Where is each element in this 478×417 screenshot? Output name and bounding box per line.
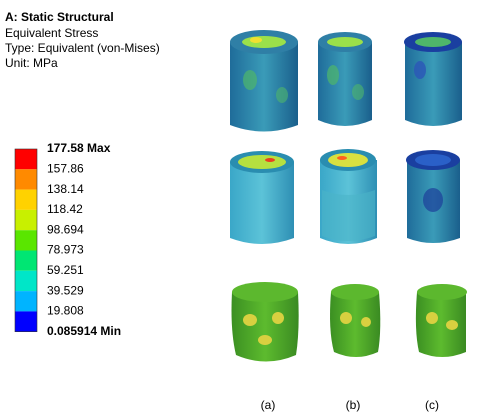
header-title: A: Static Structural [5, 10, 114, 24]
model-a1 [230, 30, 298, 132]
legend-label: 59.251 [47, 263, 84, 277]
model-b1 [318, 32, 372, 126]
screenshot: A: Static Structural Equivalent Stress T… [0, 0, 478, 417]
model-b2 [320, 149, 377, 244]
legend-label: 0.085914 Min [47, 324, 121, 338]
model-a2 [230, 151, 294, 244]
legend-band [15, 230, 37, 250]
legend-label: 118.42 [47, 202, 83, 216]
legend-label: 39.529 [47, 283, 84, 297]
legend-label: 157.86 [47, 161, 84, 175]
column-label: (c) [425, 398, 439, 412]
legend-band [15, 271, 37, 291]
header-line: Type: Equivalent (von-Mises) [5, 41, 160, 55]
legend: 177.58 Max 157.86 138.14 118.42 98.694 78.973… [15, 141, 121, 338]
header-line: Equivalent Stress [5, 26, 98, 40]
legend-band [15, 251, 37, 271]
legend-band [15, 149, 37, 169]
header-line: Unit: MPa [5, 56, 58, 70]
model-c2 [406, 150, 460, 243]
legend-band [15, 169, 37, 189]
model-c3 [416, 284, 467, 357]
model-b3 [330, 284, 380, 357]
legend-band [15, 311, 37, 331]
legend-label: 177.58 Max [47, 141, 111, 155]
legend-band [15, 190, 37, 210]
legend-label: 98.694 [47, 222, 84, 236]
column-label: (a) [261, 398, 276, 412]
figure: A: Static Structural Equivalent Stress T… [0, 0, 478, 417]
legend-band [15, 210, 37, 230]
legend-label: 138.14 [47, 182, 84, 196]
legend-band [15, 291, 37, 311]
legend-label: 78.973 [47, 243, 84, 257]
column-label: (b) [346, 398, 361, 412]
model-a3 [232, 282, 299, 362]
model-c1 [404, 32, 462, 126]
legend-label: 19.808 [47, 304, 84, 318]
